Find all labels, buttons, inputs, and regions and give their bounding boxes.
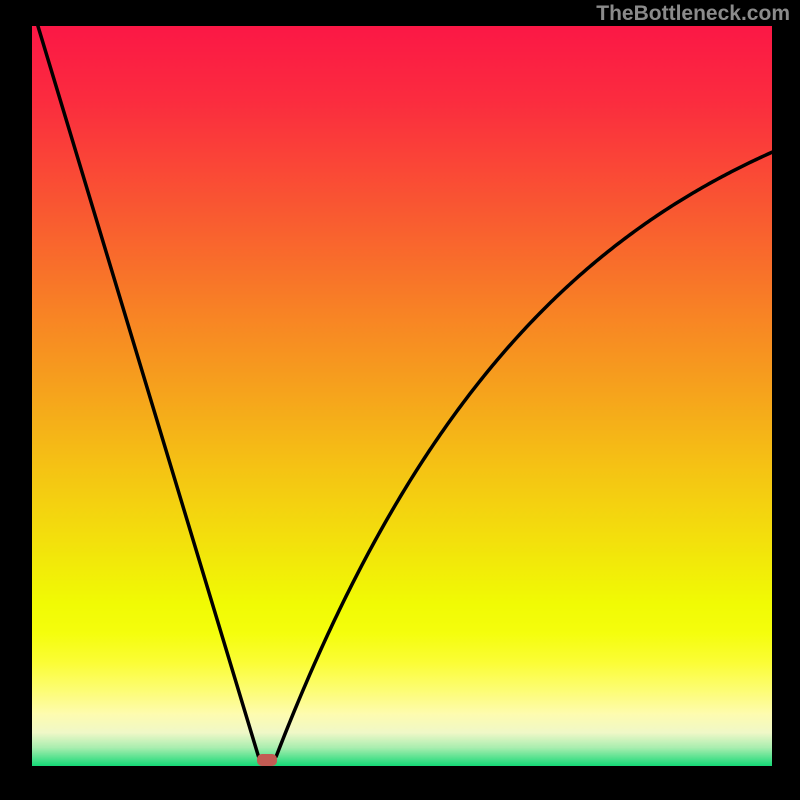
watermark-text: TheBottleneck.com — [596, 2, 790, 26]
curve-path — [38, 26, 772, 756]
optimal-marker — [257, 754, 277, 766]
chart-container: TheBottleneck.com — [0, 0, 800, 800]
plot-area — [32, 26, 772, 766]
bottleneck-curve — [32, 26, 772, 766]
